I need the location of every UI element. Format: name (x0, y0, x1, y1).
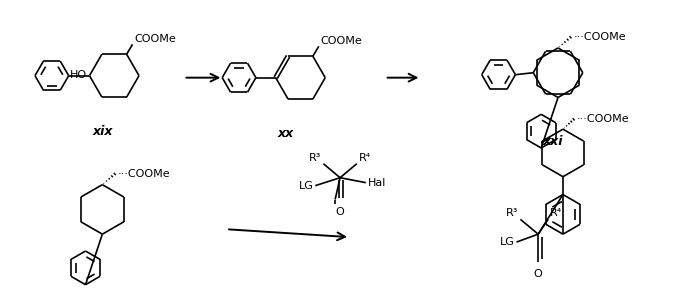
Text: R⁴: R⁴ (550, 208, 562, 218)
Text: O: O (336, 207, 345, 217)
Text: LG: LG (500, 237, 514, 247)
Text: ···COOMe: ···COOMe (118, 169, 171, 179)
Text: ···COOMe: ···COOMe (577, 114, 630, 124)
Text: HO: HO (71, 70, 87, 80)
Text: R³: R³ (506, 208, 519, 218)
Text: Hal: Hal (368, 178, 387, 188)
Text: R⁴: R⁴ (359, 153, 371, 163)
Text: O: O (534, 269, 542, 279)
Text: COOMe: COOMe (134, 34, 176, 44)
Text: R³: R³ (309, 153, 322, 163)
Text: LG: LG (298, 181, 313, 191)
Text: ···COOMe: ···COOMe (574, 32, 626, 42)
Text: COOMe: COOMe (321, 36, 363, 46)
Text: xxi: xxi (543, 135, 563, 148)
Text: xix: xix (92, 125, 113, 138)
Text: xx: xx (278, 127, 294, 140)
